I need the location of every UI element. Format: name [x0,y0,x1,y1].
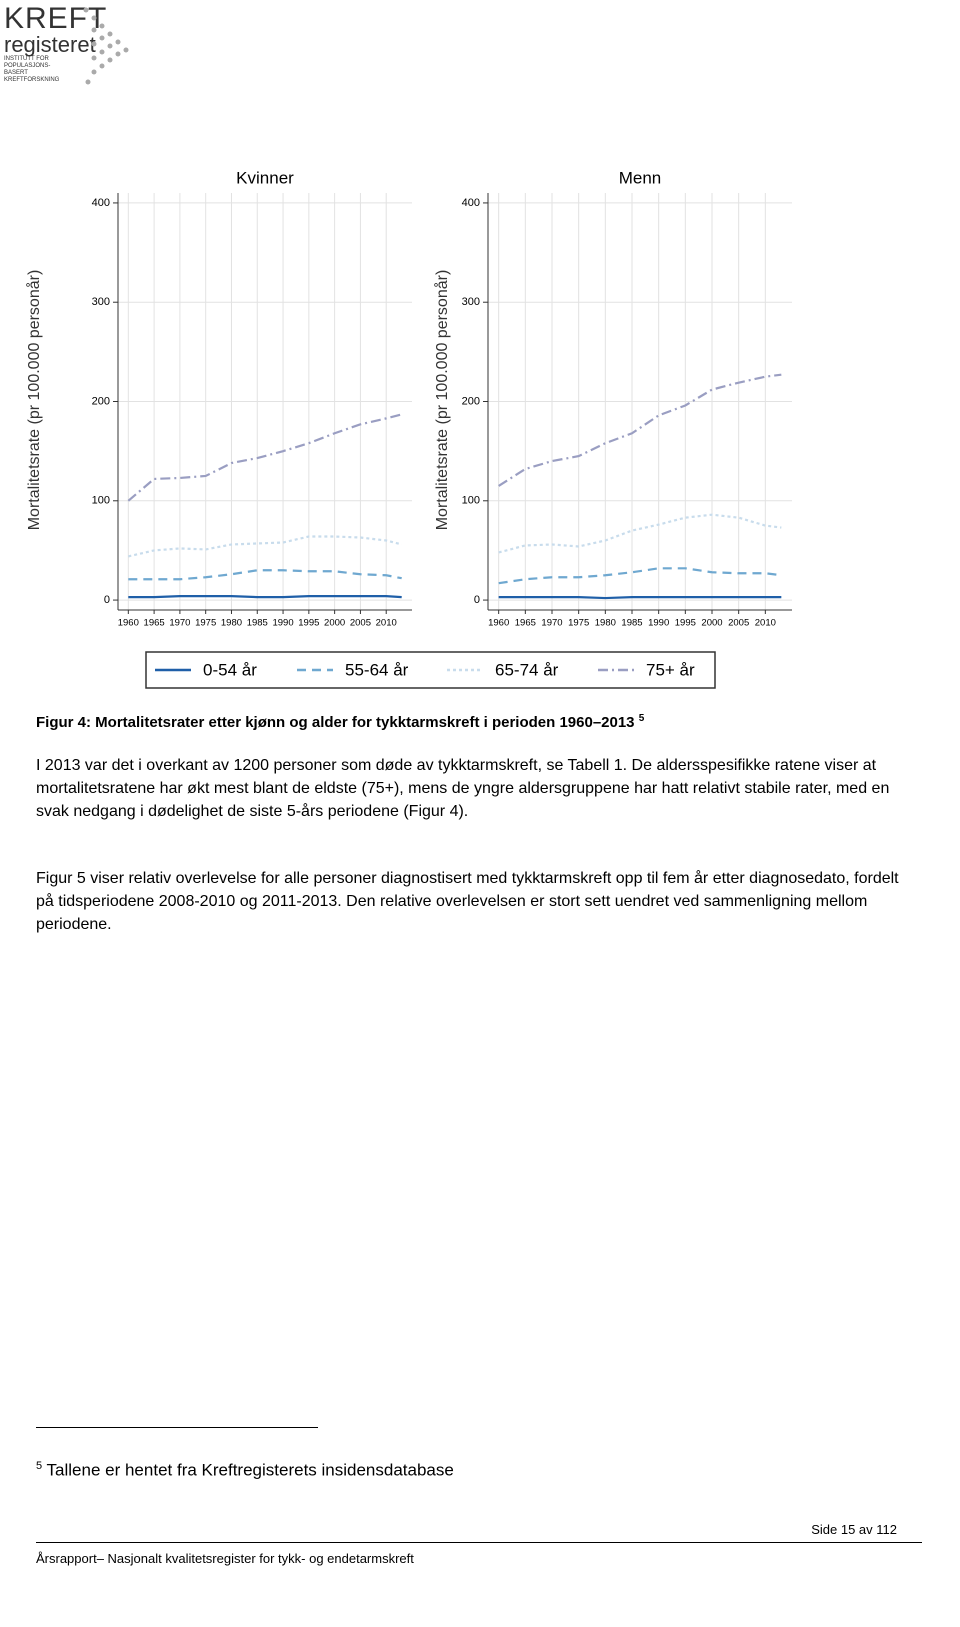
logo-tagline: INSTITUTT FOR POPULASJONS-BASERT KREFTFO… [4,56,60,83]
x-tick-label: 1990 [272,618,293,629]
y-tick-label: 100 [462,495,480,507]
y-tick-label: 100 [92,495,110,507]
x-tick-label: 1975 [568,618,589,629]
series-line [498,567,782,585]
y-tick-label: 0 [104,594,110,606]
y-tick-label: 400 [462,197,480,209]
logo-dots [83,7,129,85]
x-tick-label: 2010 [376,618,397,629]
legend-box [145,651,716,689]
series-line [128,535,402,558]
x-tick-label: 1970 [541,618,562,629]
series-line [127,413,402,502]
x-tick-label: 1960 [488,618,509,629]
footnote: 5 Tallene er hentet fra Kreftregisterets… [36,1460,454,1481]
footnote-rule [36,1427,318,1428]
x-tick-label: 1995 [298,618,319,629]
caption-text: Figur 4: Mortalitetsrater etter kjønn og… [36,714,635,731]
page-number: Side 15 av 112 [811,1522,897,1537]
legend-label: 75+ år [646,660,695,679]
chart-title: Kvinner [236,168,294,187]
logo-subtitle: registeret [4,32,96,57]
legend-label: 65-74 år [495,660,559,679]
x-tick-label: 2005 [350,618,371,629]
series-line [128,595,402,599]
footnote-number: 5 [36,1460,43,1472]
y-axis-label: Mortalitetsrate (pr 100.000 personår) [25,270,43,531]
x-tick-label: 1990 [648,618,669,629]
y-tick-label: 200 [92,395,110,407]
y-tick-label: 200 [462,395,480,407]
series-line [498,513,782,554]
paragraph: I 2013 var det i overkant av 1200 person… [36,757,890,820]
x-tick-label: 1995 [675,618,696,629]
y-tick-label: 300 [462,296,480,308]
caption-footnote-ref: 5 [638,713,645,724]
x-tick-label: 1975 [195,618,216,629]
x-tick-label: 2000 [701,618,722,629]
charts: Kvinner Mortalitetsrate (pr 100.000 perso… [25,168,792,689]
logo-title: KREFT [4,2,108,35]
series-line [498,373,782,487]
x-tick-label: 1980 [221,618,242,629]
x-tick-label: 1980 [595,618,616,629]
x-tick-label: 1970 [169,618,190,629]
chart-title: Menn [619,168,662,187]
y-tick-label: 0 [474,594,480,606]
x-tick-label: 2005 [728,618,749,629]
y-axis-label: Mortalitetsrate (pr 100.000 personår) [433,270,451,531]
y-tick-label: 300 [92,296,110,308]
y-tick-label: 400 [92,197,110,209]
x-tick-label: 1965 [144,618,165,629]
x-tick-label: 1965 [515,618,536,629]
legend-label: 0-54 år [203,660,257,679]
footnote-text: Tallene er hentet fra Kreftregisterets i… [46,1460,454,1480]
figure-caption: Figur 4: Mortalitetsrater etter kjønn og… [36,713,644,731]
series-line [498,595,782,600]
x-tick-label: 2000 [324,618,345,629]
footer-title: Årsrapport– Nasjonalt kvalitetsregister … [36,1551,414,1566]
logo: KREFT registeret INSTITUTT FOR POPULASJO… [4,4,144,94]
x-tick-label: 1985 [247,618,268,629]
paragraph: Figur 5 viser relativ overlevelse for al… [36,870,899,933]
x-tick-label: 1985 [621,618,642,629]
series-line [128,569,402,581]
legend-label: 55-64 år [345,660,409,679]
footer-rule [36,1542,922,1543]
x-tick-label: 1960 [118,618,139,629]
x-tick-label: 2010 [755,618,776,629]
